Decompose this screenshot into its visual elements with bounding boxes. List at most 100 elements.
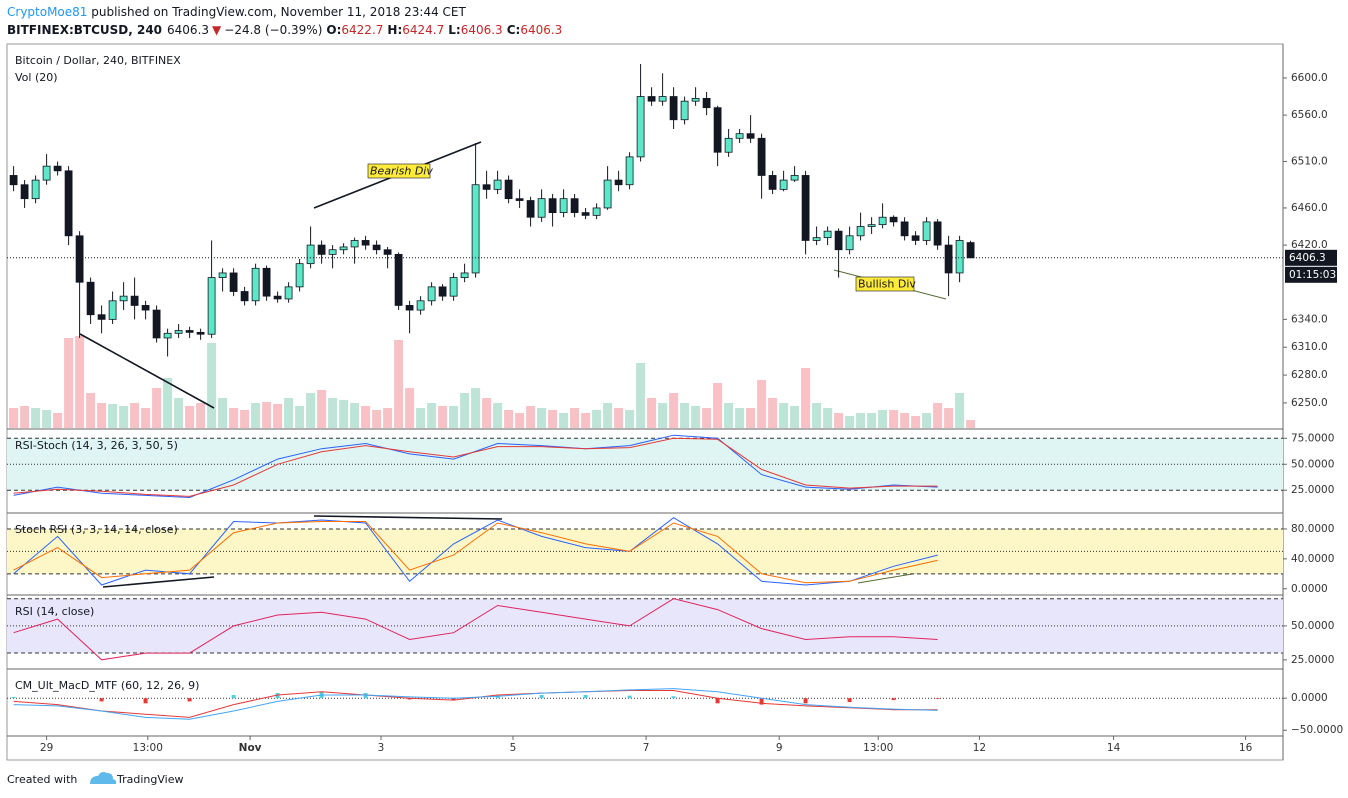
x-tick-label: 5 <box>510 742 517 754</box>
candle-body <box>372 244 381 251</box>
volume-bar <box>889 410 899 428</box>
y-tick-label: 6280.0 <box>1291 369 1328 381</box>
volume-bar <box>9 408 19 428</box>
candle-body <box>174 330 183 334</box>
histogram-bar <box>847 698 852 703</box>
y-tick-label: 75.0000 <box>1291 432 1334 444</box>
volume-bar <box>273 404 283 428</box>
y-tick-label: 80.0000 <box>1291 523 1334 535</box>
candle-body <box>625 156 634 186</box>
candle-body <box>207 277 216 335</box>
candle-body <box>108 300 117 320</box>
candle-body <box>790 175 799 181</box>
volume-bar <box>570 408 580 428</box>
volume-bar <box>559 413 569 428</box>
volume-bar <box>746 408 756 428</box>
volume-bar <box>185 406 195 428</box>
candle-body <box>559 198 568 213</box>
candle-body <box>295 263 304 288</box>
histogram-bar <box>451 698 456 701</box>
histogram-bar <box>407 698 412 700</box>
volume-bar <box>515 413 525 428</box>
x-tick-label: Nov <box>239 742 262 754</box>
candle-body <box>966 242 975 259</box>
brand-link[interactable]: TradingView <box>116 773 183 786</box>
candle-body <box>548 198 557 213</box>
volume-bar <box>97 403 107 428</box>
candle-body <box>757 137 766 176</box>
y-tick-label: 0.0000 <box>1291 583 1328 595</box>
volume-bar <box>812 403 822 428</box>
user-link[interactable]: CryptoMoe81 <box>7 5 87 19</box>
y-tick-label: 6460.0 <box>1291 202 1328 214</box>
volume-bar <box>119 406 129 428</box>
volume-bar <box>240 410 250 428</box>
volume-bar <box>218 398 228 428</box>
x-tick-label: 16 <box>1239 742 1253 754</box>
brand-logo <box>90 772 117 784</box>
candle-body <box>867 224 876 227</box>
y-tick-label: 6310.0 <box>1291 341 1328 353</box>
candle-body <box>130 295 139 306</box>
candle-body <box>339 246 348 251</box>
publish-info: published on TradingView.com, November 1… <box>87 5 466 19</box>
annotation: Bullish Div <box>858 278 916 291</box>
quote-line: BITFINEX:BTCUSD, 240 6406.3 ▼ −24.8 (−0.39%… <box>7 23 562 37</box>
histogram-bar <box>715 698 720 704</box>
volume-bar <box>174 398 184 428</box>
volume-bar <box>141 408 151 428</box>
volume-bar <box>20 406 30 428</box>
x-tick-label: 9 <box>776 742 783 754</box>
histogram-bar <box>143 698 148 704</box>
band <box>7 598 1283 654</box>
volume-bar <box>779 403 789 428</box>
volume-bar <box>922 413 932 428</box>
histogram-bar <box>231 694 236 699</box>
l-value: 6406.3 <box>461 23 503 37</box>
band <box>7 438 1283 491</box>
y-tick-label: 6560.0 <box>1291 109 1328 121</box>
volume-bar <box>944 408 954 428</box>
last-price-label: 6406.3 <box>1289 252 1326 264</box>
candle-body <box>933 221 942 246</box>
candle-body <box>75 235 84 283</box>
candle-body <box>724 137 733 153</box>
volume-bar <box>438 406 448 428</box>
pane-title: RSI-Stoch (14, 3, 26, 3, 50, 5) <box>15 439 178 452</box>
candle-body <box>427 286 436 302</box>
trend-line <box>79 333 215 409</box>
candle-body <box>482 184 491 190</box>
price: 6406.3 <box>167 23 209 37</box>
y-tick-label: 25.0000 <box>1291 654 1334 666</box>
volume-bar <box>295 406 305 428</box>
volume-bar <box>933 403 943 428</box>
y-tick-label: 25.0000 <box>1291 484 1334 496</box>
x-tick-label: 14 <box>1107 742 1121 754</box>
volume-bar <box>482 398 492 428</box>
volume-bar <box>229 408 239 428</box>
candle-body <box>493 179 502 190</box>
candle-body <box>119 295 128 302</box>
candle-body <box>31 179 40 200</box>
candle-body <box>240 291 249 302</box>
y-tick-label: 6600.0 <box>1291 72 1328 84</box>
candle-body <box>328 249 337 255</box>
x-tick-label: 13:00 <box>863 742 893 754</box>
volume-bar <box>790 406 800 428</box>
volume-label: Vol (20) <box>15 71 58 84</box>
candle-body <box>416 300 425 311</box>
candle-body <box>856 226 865 237</box>
y-tick-label: 6510.0 <box>1291 156 1328 168</box>
x-tick-label: 13:00 <box>133 742 163 754</box>
candle-body <box>570 198 579 213</box>
candle-body <box>9 175 18 186</box>
candle-body <box>658 96 667 102</box>
candle-body <box>691 97 700 102</box>
candle-body <box>581 212 590 216</box>
volume-bar <box>350 403 360 428</box>
candle-body <box>394 253 403 306</box>
arrow: ▼ <box>212 23 222 37</box>
candle-body <box>911 235 920 241</box>
x-tick-label: 29 <box>40 742 53 754</box>
